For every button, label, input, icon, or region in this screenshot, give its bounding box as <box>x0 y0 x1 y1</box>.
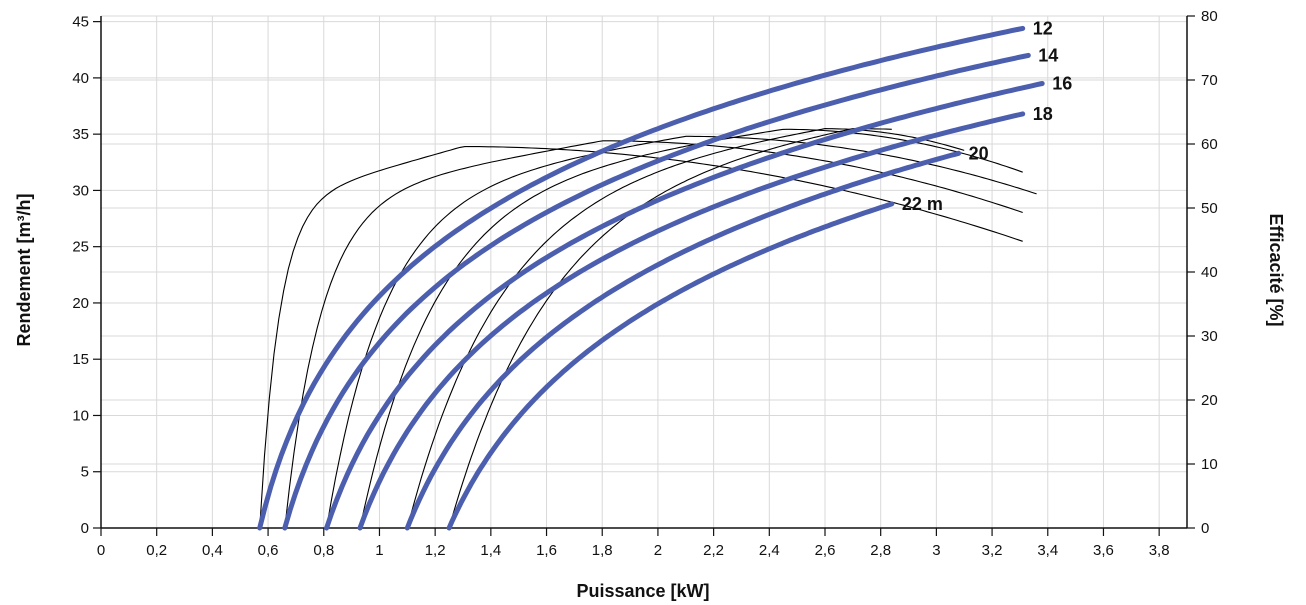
yield-curve <box>324 81 1045 531</box>
efficiency-curve <box>359 128 1023 529</box>
x-tick-label: 2,8 <box>870 542 891 559</box>
y2-tick-label: 70 <box>1201 72 1218 89</box>
efficiency-curves <box>259 128 1037 529</box>
x-tick-label: 0,6 <box>258 542 279 559</box>
x-tick-label: 2 <box>654 542 662 559</box>
x-tick-label: 0,2 <box>146 542 167 559</box>
y-tick-label: 15 <box>72 351 89 368</box>
tick-labels: 0 0,2 0,4 0,6 0,8 1 1,2 1,4 1,6 1,8 2 2,2 2,4 2,6 2,8 3… <box>72 8 1217 559</box>
y2-tick-label: 60 <box>1201 136 1218 153</box>
y2-tick-label: 80 <box>1201 8 1218 25</box>
y-tick-label: 30 <box>72 182 89 199</box>
x-tick-label: 3,8 <box>1149 542 1170 559</box>
y2-tick-label: 10 <box>1201 456 1218 473</box>
x-tick-label: 1,2 <box>425 542 446 559</box>
yield-curve <box>446 201 895 531</box>
x-tick-label: 1 <box>375 542 383 559</box>
y-axis-title: Rendement [m³/h] <box>14 194 34 347</box>
y2-tick-label: 30 <box>1201 328 1218 345</box>
y-tick-label: 40 <box>72 70 89 87</box>
x-tick-label: 1,6 <box>536 542 557 559</box>
x-tick-label: 0 <box>97 542 105 559</box>
y2-tick-label: 50 <box>1201 200 1218 217</box>
yield-curves <box>257 25 1045 531</box>
curve-head-label: 22 m <box>902 194 943 214</box>
y2-tick-label: 20 <box>1201 392 1218 409</box>
x-tick-label: 3,6 <box>1093 542 1114 559</box>
y-tick-label: 10 <box>72 407 89 424</box>
curve-head-label: 12 <box>1033 18 1053 38</box>
curve-head-label: 20 <box>969 143 989 163</box>
curve-head-label: 16 <box>1052 74 1072 94</box>
curve-head-label: 14 <box>1038 45 1058 65</box>
yield-curve <box>404 150 962 531</box>
yield-curve <box>357 111 1026 531</box>
y-tick-label: 35 <box>72 126 89 143</box>
y-tick-label: 5 <box>81 464 89 481</box>
y2-tick-label: 40 <box>1201 264 1218 281</box>
y2-tick-label: 0 <box>1201 520 1209 537</box>
x-tick-label: 3,4 <box>1037 542 1058 559</box>
x-axis-title: Puissance [kW] <box>576 581 709 601</box>
y2-axis-title: Efficacité [%] <box>1266 213 1286 326</box>
y-tick-label: 0 <box>81 520 89 537</box>
x-tick-label: 2,2 <box>703 542 724 559</box>
x-tick-label: 3,2 <box>982 542 1003 559</box>
y-tick-label: 45 <box>72 14 89 31</box>
yield-curve <box>257 25 1026 531</box>
x-tick-label: 0,4 <box>202 542 223 559</box>
efficiency-curve <box>448 128 892 529</box>
x-tick-label: 2,6 <box>815 542 836 559</box>
x-tick-label: 0,8 <box>313 542 334 559</box>
yield-curve <box>282 52 1031 531</box>
axes <box>93 15 1195 536</box>
grid <box>101 15 1187 528</box>
x-tick-label: 1,4 <box>480 542 501 559</box>
efficiency-curve <box>326 135 1037 529</box>
x-tick-label: 3 <box>932 542 940 559</box>
y-tick-label: 20 <box>72 295 89 312</box>
curve-head-label: 18 <box>1033 104 1053 124</box>
efficiency-curve <box>406 128 965 529</box>
x-tick-label: 1,8 <box>592 542 613 559</box>
x-tick-label: 2,4 <box>759 542 780 559</box>
y-tick-label: 25 <box>72 239 89 256</box>
